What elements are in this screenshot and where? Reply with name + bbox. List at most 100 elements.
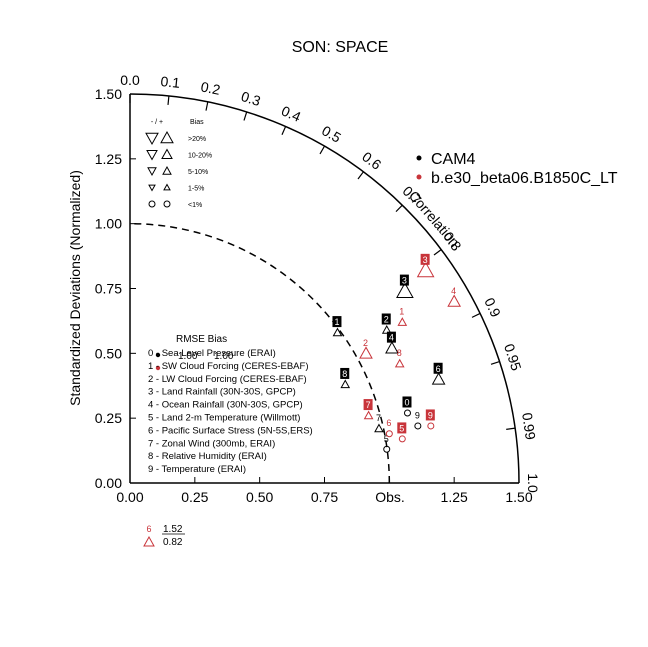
variable-item: 3 - Land Rainfall (30N-30S, GPCP): [148, 387, 296, 398]
bias-legend-row-label: 5-10%: [188, 169, 208, 176]
bias-legend-row-label: <1%: [188, 202, 202, 209]
data-point-marker: [381, 324, 392, 334]
x-axis-obs-label: Obs.: [375, 489, 405, 505]
corr-tick: [357, 171, 364, 180]
data-point-marker: [431, 372, 446, 385]
data-point-label-box: [433, 362, 443, 374]
bias-legend-pos-marker: [161, 148, 173, 159]
data-point-marker: [385, 430, 393, 438]
variable-item: 1 - SW Cloud Forcing (CERES-EBAF): [148, 361, 308, 372]
x-tick-label: 0.50: [246, 489, 273, 505]
data-point-label: 8: [342, 369, 347, 379]
data-point-label: 9: [428, 410, 433, 420]
variable-item: 4 - Ocean Rainfall (30N-30S, GPCP): [148, 400, 303, 411]
data-point-marker: [427, 422, 435, 430]
data-point-marker: [397, 317, 408, 326]
data-point-label-box: [402, 396, 412, 408]
data-point-marker: [359, 346, 373, 359]
data-point-marker: [403, 409, 411, 417]
variable-item: 5 - Land 2-m Temperature (Willmott): [148, 413, 300, 424]
data-point-label-box: [363, 399, 373, 411]
data-point-label: 2: [384, 314, 389, 324]
bias-legend-neg-marker: [148, 200, 156, 208]
bias-legend-row-label: 1-5%: [188, 186, 204, 193]
bias-legend-neg-marker: [146, 150, 158, 161]
data-point-label: 1: [399, 307, 404, 317]
data-point-label: 8: [397, 348, 402, 358]
corr-tick-label: 1.0: [525, 473, 541, 493]
data-point-label-box: [397, 422, 407, 434]
data-point-label: 0: [404, 397, 409, 407]
bias-legend-row-label: >20%: [188, 136, 206, 143]
variable-item: 6 - Pacific Surface Stress (5N-5S,ERS): [148, 425, 313, 436]
data-point-marker: [398, 435, 406, 443]
y-tick-label: 1.25: [95, 151, 122, 167]
variable-item: 9 - Temperature (ERAI): [148, 464, 246, 475]
chart-title: SON: SPACE: [292, 39, 389, 56]
data-point-marker: [447, 294, 462, 307]
y-tick-label: 0.75: [95, 281, 122, 297]
corr-tick-label: 0.9: [481, 295, 504, 320]
data-point-label: 7: [376, 413, 381, 423]
data-point-label: 3: [402, 276, 407, 286]
chart-legend: CAM4 b.e30_beta06.B1850C_LT - / + Bias >20% 1…: [143, 119, 618, 548]
variable-item: 7 - Zonal Wind (300mb, ERAI): [148, 438, 275, 449]
data-point-label: 6: [386, 418, 391, 428]
offchart-std-value: 1.52: [163, 524, 183, 535]
corr-tick: [490, 360, 500, 365]
variables-header: RMSE Bias: [176, 334, 227, 345]
corr-tick-label: 0.4: [279, 102, 303, 125]
corr-tick: [506, 427, 516, 430]
data-point-marker: [414, 422, 422, 430]
data-point-label: 5: [399, 423, 404, 433]
corr-tick: [319, 145, 326, 155]
bias-legend-sign: - / +: [151, 119, 163, 126]
legend-label: b.e30_beta06.B1850C_LT: [431, 170, 618, 187]
variable-item: 0 - Sea Level Pressure (ERAI): [148, 348, 276, 359]
data-point-label: 2: [363, 338, 368, 348]
x-tick-label: 0.00: [116, 489, 143, 505]
data-point-label-box: [381, 313, 391, 325]
corr-tick-label: 0.6: [359, 148, 384, 173]
bias-legend-row-label: 10-20%: [188, 153, 212, 160]
data-point-marker: [394, 358, 405, 368]
bias-legend-pos-marker: [162, 165, 172, 175]
data-point-label-box: [425, 409, 435, 421]
data-point-label-box: [340, 367, 350, 379]
offchart-marker: [143, 535, 155, 547]
outer-arc: [129, 93, 520, 484]
data-point-label: 7: [366, 400, 371, 410]
corr-tick: [471, 312, 481, 318]
y-tick-label: 0.00: [95, 475, 122, 491]
y-axis-label: Standardized Deviations (Normalized): [67, 170, 83, 406]
data-point-marker: [383, 445, 391, 453]
y-tick-label: 1.50: [95, 86, 122, 102]
bias-legend-header: Bias: [190, 119, 204, 126]
x-tick-label: 0.25: [181, 489, 208, 505]
corr-tick-label: 0.5: [319, 122, 344, 146]
corr-tick-label: 0.95: [501, 342, 525, 373]
corr-tick: [433, 249, 442, 256]
x-tick-label: 1.25: [441, 489, 468, 505]
variables-cam4-dot: [155, 352, 161, 358]
y-tick-label: 1.00: [95, 216, 122, 232]
variables-model-dot: [155, 365, 161, 371]
variable-item: 8 - Relative Humidity (ERAI): [148, 451, 267, 462]
data-point-marker: [340, 379, 351, 389]
x-tick-label: 0.75: [311, 489, 338, 505]
data-point-label-box: [386, 331, 396, 343]
corr-tick-label: 0.99: [519, 412, 539, 441]
data-point-label-box: [399, 274, 409, 286]
variables-overlap-rmse: 1.00: [178, 351, 198, 362]
data-point-marker: [374, 423, 384, 433]
corr-tick-label: 0.1: [160, 73, 181, 91]
data-point-label-box: [420, 253, 430, 265]
bias-legend-pos-marker: [160, 130, 174, 144]
y-tick-label: 0.50: [95, 345, 122, 361]
corr-tick: [243, 111, 248, 121]
legend-label: CAM4: [431, 151, 476, 168]
data-point-marker: [385, 341, 399, 354]
chart-axes: 0.00 0.25 0.50 0.75 1.25 1.500.000.250.500.75…: [95, 72, 541, 505]
